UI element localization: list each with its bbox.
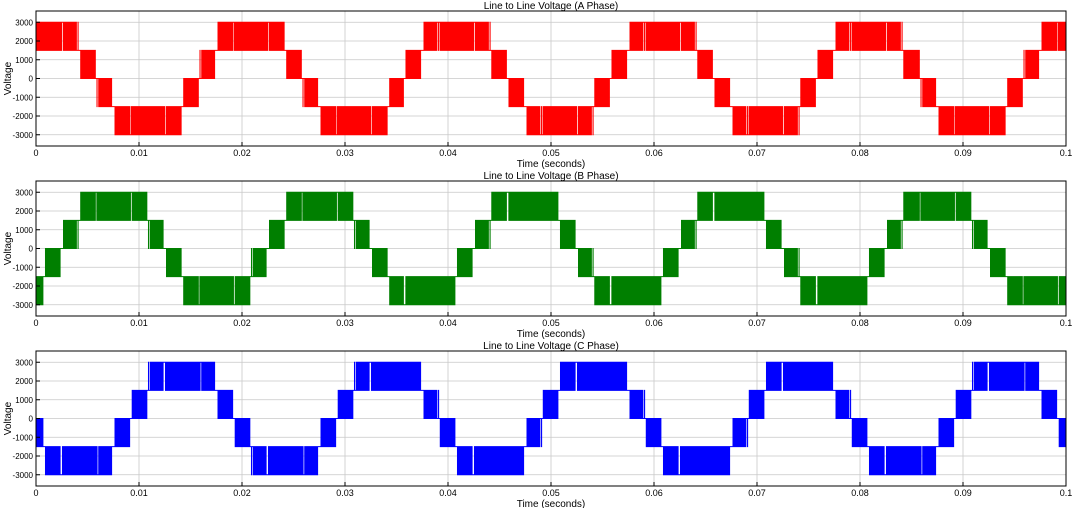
y-tick-label: 0 bbox=[29, 245, 34, 254]
y-tick-label: -1000 bbox=[13, 93, 34, 102]
x-tick-label: 0.01 bbox=[130, 148, 148, 158]
y-tick-label: 2000 bbox=[15, 207, 33, 216]
y-tick-label: 3000 bbox=[15, 18, 33, 27]
x-tick-label: 0.09 bbox=[954, 148, 972, 158]
x-tick-label: 0.03 bbox=[336, 318, 354, 328]
chart-panel-1: 0 0.01 0.02 0.03 0.04 0.05 0.06 0.07 0.08 0.09 0.1… bbox=[3, 1, 1072, 170]
y-tick-label: -3000 bbox=[13, 131, 34, 140]
x-tick-label: 0.09 bbox=[954, 318, 972, 328]
x-axis-label: Time (seconds) bbox=[517, 499, 586, 508]
x-tick-label: 0.01 bbox=[130, 318, 148, 328]
x-tick-label: 0.05 bbox=[542, 318, 560, 328]
x-tick-label: 0.06 bbox=[645, 488, 663, 498]
x-tick-label: 0.04 bbox=[439, 148, 457, 158]
series-line-1 bbox=[36, 21, 1067, 136]
x-tick-label: 0.08 bbox=[851, 488, 869, 498]
y-tick-label: -1000 bbox=[13, 433, 34, 442]
x-tick-label: 0.02 bbox=[233, 488, 251, 498]
x-tick-label: 0.07 bbox=[748, 148, 766, 158]
x-tick-label: 0.09 bbox=[954, 488, 972, 498]
x-tick-label: 0.02 bbox=[233, 318, 251, 328]
x-tick-label: 0.07 bbox=[748, 318, 766, 328]
y-tick-label: 0 bbox=[29, 415, 34, 424]
y-axis-label: Voltage bbox=[3, 61, 14, 95]
x-tick-label: 0.02 bbox=[233, 148, 251, 158]
y-tick-label: 3000 bbox=[15, 358, 33, 367]
chart-title: Line to Line Voltage (C Phase) bbox=[483, 341, 619, 352]
y-tick-label: 1000 bbox=[15, 396, 33, 405]
x-tick-label: 0.04 bbox=[439, 488, 457, 498]
y-tick-label: -2000 bbox=[13, 282, 34, 291]
series-line-1 bbox=[36, 191, 1067, 306]
x-tick-label: 0 bbox=[33, 318, 38, 328]
y-tick-label: -2000 bbox=[13, 452, 34, 461]
y-tick-label: 3000 bbox=[15, 188, 33, 197]
y-tick-label: 1000 bbox=[15, 56, 33, 65]
x-tick-label: 0.08 bbox=[851, 148, 869, 158]
x-tick-label: 0.1 bbox=[1060, 318, 1073, 328]
chart-title: Line to Line Voltage (A Phase) bbox=[484, 1, 619, 12]
x-tick-label: 0.01 bbox=[130, 488, 148, 498]
chart-panel-2: 0 0.01 0.02 0.03 0.04 0.05 0.06 0.07 0.08 0.09 0.1… bbox=[3, 171, 1072, 340]
x-tick-label: 0.1 bbox=[1060, 488, 1073, 498]
x-tick-label: 0.04 bbox=[439, 318, 457, 328]
y-tick-label: -3000 bbox=[13, 301, 34, 310]
x-tick-label: 0 bbox=[33, 148, 38, 158]
y-tick-label: 0 bbox=[29, 75, 34, 84]
series-line-1 bbox=[36, 361, 1067, 476]
y-tick-label: -2000 bbox=[13, 112, 34, 121]
x-tick-label: 0.03 bbox=[336, 148, 354, 158]
chart-title: Line to Line Voltage (B Phase) bbox=[483, 171, 618, 182]
x-axis-label: Time (seconds) bbox=[517, 159, 586, 170]
x-tick-label: 0 bbox=[33, 488, 38, 498]
y-tick-label: 2000 bbox=[15, 377, 33, 386]
x-tick-label: 0.08 bbox=[851, 318, 869, 328]
x-tick-label: 0.06 bbox=[645, 148, 663, 158]
chart-panel-3: 0 0.01 0.02 0.03 0.04 0.05 0.06 0.07 0.08 0.09 0.1… bbox=[3, 341, 1072, 508]
x-tick-label: 0.05 bbox=[542, 148, 560, 158]
y-axis-label: Voltage bbox=[3, 401, 14, 435]
x-tick-label: 0.06 bbox=[645, 318, 663, 328]
y-axis-label: Voltage bbox=[3, 231, 14, 265]
y-tick-label: 2000 bbox=[15, 37, 33, 46]
x-tick-label: 0.03 bbox=[336, 488, 354, 498]
x-tick-label: 0.07 bbox=[748, 488, 766, 498]
y-tick-label: -3000 bbox=[13, 471, 34, 480]
x-axis-label: Time (seconds) bbox=[517, 329, 586, 340]
x-tick-label: 0.1 bbox=[1060, 148, 1073, 158]
y-tick-label: 1000 bbox=[15, 226, 33, 235]
y-tick-label: -1000 bbox=[13, 263, 34, 272]
x-tick-label: 0.05 bbox=[542, 488, 560, 498]
